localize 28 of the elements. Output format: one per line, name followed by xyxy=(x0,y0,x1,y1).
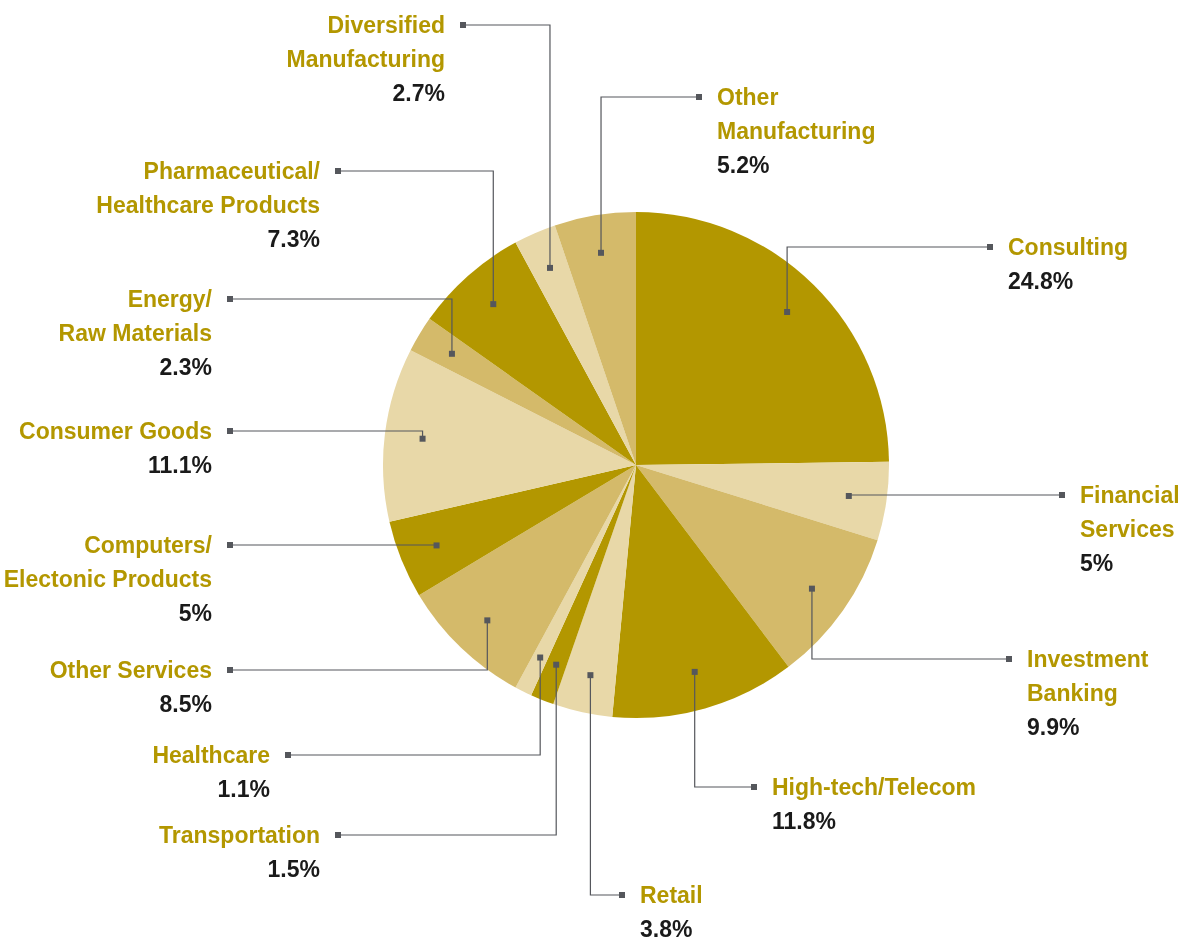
data-label: 2.3% xyxy=(158,353,212,382)
slice-label: Other Services xyxy=(49,656,212,685)
data-label: 1.5% xyxy=(266,855,320,884)
data-label: 24.8% xyxy=(1008,267,1075,296)
slice-label: Diversified Manufacturing xyxy=(286,11,445,74)
data-label: 5% xyxy=(177,599,212,628)
slice-label: Retail xyxy=(640,881,703,910)
slice-label: Consulting xyxy=(1008,233,1129,262)
data-label: 9.9% xyxy=(1027,713,1081,742)
data-label: 3.8% xyxy=(640,915,694,944)
slice-label: Healthcare xyxy=(152,741,270,770)
slice-label: Other Manufacturing xyxy=(717,83,876,146)
slice-label: Consumer Goods xyxy=(19,417,212,446)
slice-label: Energy/ Raw Materials xyxy=(58,285,212,348)
data-label: 8.5% xyxy=(158,690,212,719)
slice-label: High-tech/Telecom xyxy=(772,773,977,802)
data-label: 1.1% xyxy=(216,775,270,804)
data-label: 5.2% xyxy=(717,151,771,180)
slice-label: Financial Services xyxy=(1080,481,1180,544)
data-label: 7.3% xyxy=(266,225,320,254)
slice-label: Transportation xyxy=(158,821,320,850)
data-label: 2.7% xyxy=(391,79,445,108)
data-label: 5% xyxy=(1080,549,1115,578)
slice-label: Pharmaceutical/ Healthcare Products xyxy=(96,157,320,220)
slice-label: Investment Banking xyxy=(1027,645,1149,708)
slice-label: Computers/ Electonic Products xyxy=(3,531,212,594)
data-label: 11.8% xyxy=(772,807,837,836)
data-label: 11.1% xyxy=(147,451,212,480)
